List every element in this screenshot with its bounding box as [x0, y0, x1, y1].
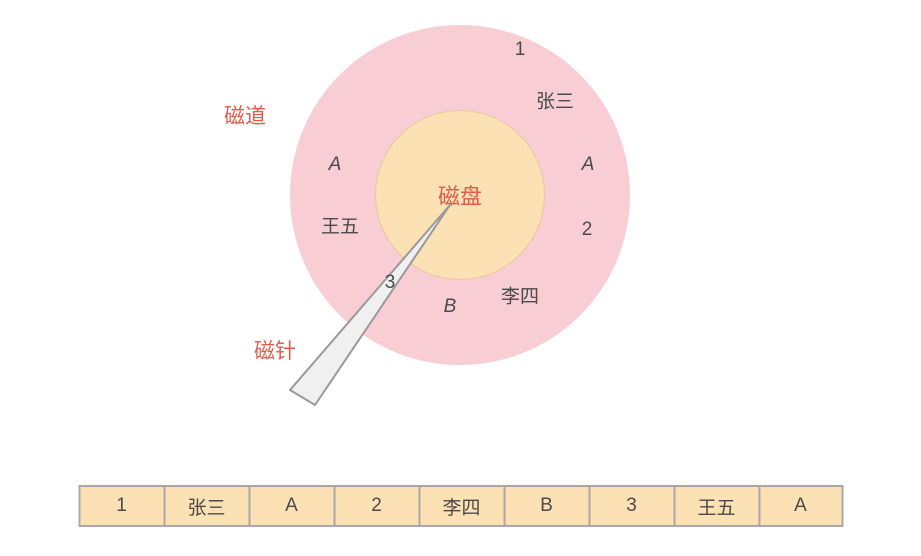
- ring-label-1: 张三: [536, 87, 574, 114]
- table-cell-6: 3: [588, 485, 673, 527]
- table-cell-2: A: [248, 485, 333, 527]
- table-cell-8: A: [758, 485, 843, 527]
- ring-label-0: 1: [515, 39, 526, 61]
- ring-label-8: A: [329, 154, 342, 176]
- external-label-0: 磁道: [224, 100, 266, 130]
- external-label-1: 磁针: [254, 335, 296, 365]
- ring-label-4: 李四: [501, 282, 539, 309]
- ring-label-3: 2: [582, 219, 593, 241]
- table-cell-1: 张三: [163, 485, 248, 527]
- ring-label-2: A: [582, 154, 595, 176]
- table-cell-7: 王五: [673, 485, 758, 527]
- sequence-table: 1张三A2李四B3王五A: [78, 485, 843, 527]
- table-cell-4: 李四: [418, 485, 503, 527]
- table-cell-0: 1: [78, 485, 163, 527]
- needle: [460, 195, 760, 345]
- table-cell-3: 2: [333, 485, 418, 527]
- ring-label-6: 3: [385, 272, 396, 294]
- ring-label-7: 王五: [321, 212, 359, 239]
- table-cell-5: B: [503, 485, 588, 527]
- ring-label-5: B: [444, 296, 457, 318]
